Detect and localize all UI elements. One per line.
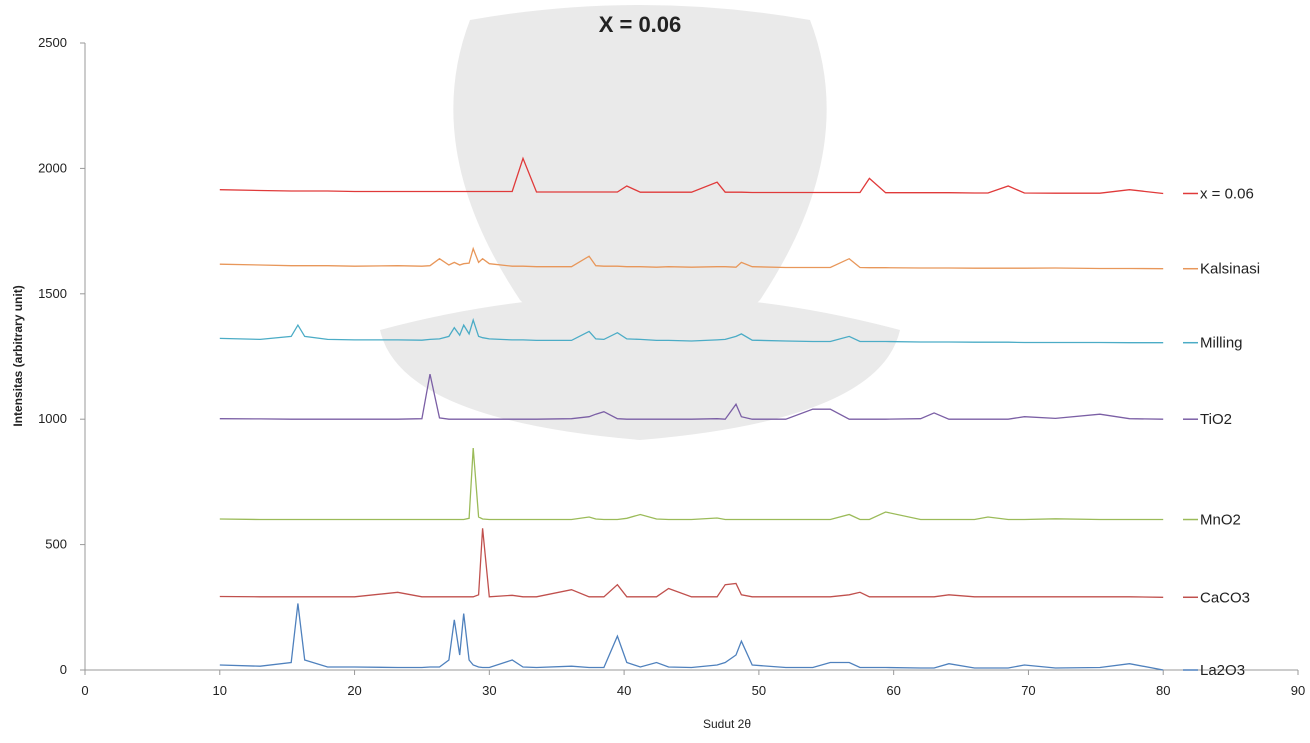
legend-label: La2O3 [1200, 662, 1245, 679]
legend-label: Milling [1200, 335, 1243, 352]
y-tick-label: 1500 [38, 286, 67, 301]
x-tick-label: 80 [1156, 683, 1170, 698]
x-tick-label: 30 [482, 683, 496, 698]
x-tick-label: 60 [886, 683, 900, 698]
series-line [220, 528, 1163, 597]
legend-label: MnO2 [1200, 512, 1241, 529]
x-tick-label: 10 [213, 683, 227, 698]
x-tick-label: 20 [347, 683, 361, 698]
y-tick-label: 500 [45, 537, 67, 552]
legend-label: x = 0.06 [1200, 185, 1254, 202]
x-tick-label: 70 [1021, 683, 1035, 698]
y-axis-label: Intensitas (arbitrary unit) [11, 285, 25, 426]
series-line [220, 604, 1163, 671]
x-tick-label: 90 [1291, 683, 1305, 698]
x-tick-label: 40 [617, 683, 631, 698]
watermark-shape [380, 295, 900, 440]
page: {"chart_data": {"type": "line", "title":… [0, 0, 1310, 738]
x-axis-label: Sudut 2θ [703, 717, 751, 731]
y-tick-label: 0 [60, 662, 67, 677]
y-tick-label: 2000 [38, 160, 67, 175]
x-tick-label: 0 [81, 683, 88, 698]
legend-label: TiO2 [1200, 411, 1232, 428]
watermark [380, 5, 900, 440]
chart-title: X = 0.06 [599, 12, 682, 37]
y-tick-label: 1000 [38, 411, 67, 426]
chart: X = 0.06 Sudut 2θ Intensitas (arbitrary … [0, 0, 1310, 738]
y-tick-label: 2500 [38, 35, 67, 50]
legend-label: CaCO3 [1200, 589, 1250, 606]
x-tick-label: 50 [752, 683, 766, 698]
series-line [220, 448, 1163, 520]
legend-label: Kalsinasi [1200, 261, 1260, 278]
